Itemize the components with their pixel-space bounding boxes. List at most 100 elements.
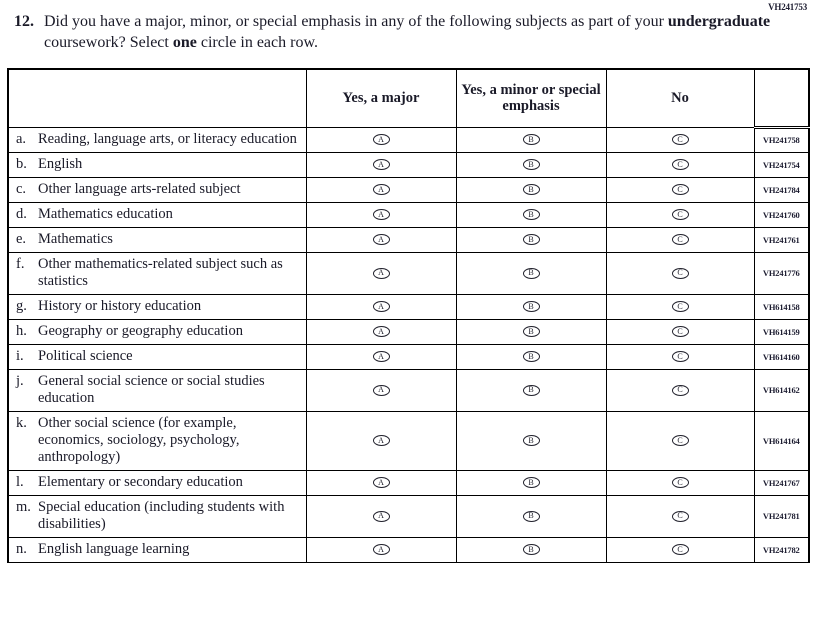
answer-bubble-c[interactable]: C [671,326,689,338]
item-label: Mathematics education [38,205,173,222]
answer-bubble-c[interactable]: C [671,384,689,396]
item-letter: m. [16,498,31,515]
answer-bubble-b[interactable]: B [522,209,540,221]
answer-bubble-b[interactable]: B [522,134,540,146]
response-cell-yes-major[interactable]: A [305,251,457,295]
answer-bubble-b[interactable]: B [522,351,540,363]
response-cell-yes-major[interactable]: A [305,494,457,538]
answer-bubble-a[interactable]: A [372,326,390,338]
answer-bubble-a[interactable]: A [372,134,390,146]
answer-bubble-a[interactable]: A [372,301,390,313]
answer-bubble-b[interactable]: B [522,435,540,447]
answer-bubble-c[interactable]: C [671,301,689,313]
answer-bubble-a[interactable]: A [372,159,390,171]
answer-bubble-c[interactable]: C [671,184,689,196]
answer-bubble-b[interactable]: B [522,477,540,489]
response-cell-yes-minor[interactable]: B [455,251,607,295]
response-cell-yes-major[interactable]: A [305,226,457,253]
item-row-content: l. Elementary or secondary education [16,474,300,491]
answer-bubble-letter: A [378,209,384,219]
response-cell-yes-major[interactable]: A [305,293,457,320]
answer-bubble-c[interactable]: C [671,351,689,363]
answer-bubble-b[interactable]: B [522,234,540,246]
answer-bubble-c[interactable]: C [671,544,689,556]
response-cell-no[interactable]: C [605,494,755,538]
response-cell-no[interactable]: C [605,251,755,295]
answer-bubble-c[interactable]: C [671,209,689,221]
response-cell-no[interactable]: C [605,176,755,203]
response-cell-no[interactable]: C [605,226,755,253]
answer-bubble-c[interactable]: C [671,134,689,146]
answer-bubble-c[interactable]: C [671,234,689,246]
answer-bubble-b[interactable]: B [522,267,540,279]
response-cell-no[interactable]: C [605,201,755,228]
row-code: VH241776 [753,251,810,295]
answer-bubble-b[interactable]: B [522,384,540,396]
response-cell-no[interactable]: C [605,410,755,471]
response-cell-yes-major[interactable]: A [305,126,457,153]
response-cell-no[interactable]: C [605,126,755,153]
response-cell-yes-minor[interactable]: B [455,318,607,345]
answer-bubble-a[interactable]: A [372,184,390,196]
header-row: Yes, a major Yes, a minor or special emp… [7,68,810,129]
answer-bubble-b[interactable]: B [522,544,540,556]
response-cell-yes-minor[interactable]: B [455,151,607,178]
response-cell-no[interactable]: C [605,536,755,563]
response-cell-yes-minor[interactable]: B [455,494,607,538]
answer-bubble-a[interactable]: A [372,209,390,221]
response-cell-yes-major[interactable]: A [305,368,457,412]
response-cell-yes-minor[interactable]: B [455,343,607,370]
response-cell-yes-major[interactable]: A [305,343,457,370]
answer-bubble-a[interactable]: A [372,234,390,246]
response-cell-yes-major[interactable]: A [305,469,457,496]
response-cell-yes-minor[interactable]: B [455,293,607,320]
response-cell-yes-major[interactable]: A [305,410,457,471]
row-code: VH241767 [753,469,810,496]
response-cell-yes-major[interactable]: A [305,536,457,563]
answer-bubble-a[interactable]: A [372,267,390,279]
answer-bubble-c[interactable]: C [671,477,689,489]
response-cell-yes-major[interactable]: A [305,318,457,345]
grid-body: a. Reading, language arts, or literacy ed… [7,126,810,563]
answer-bubble-a[interactable]: A [372,384,390,396]
answer-bubble-a[interactable]: A [372,510,390,522]
answer-bubble-b[interactable]: B [522,159,540,171]
response-cell-yes-minor[interactable]: B [455,201,607,228]
response-cell-yes-minor[interactable]: B [455,410,607,471]
answer-bubble-c[interactable]: C [671,267,689,279]
answer-bubble-b[interactable]: B [522,301,540,313]
response-cell-no[interactable]: C [605,151,755,178]
item-label: Other social science (for example, econo… [38,414,240,465]
answer-bubble-c[interactable]: C [671,510,689,522]
response-cell-no[interactable]: C [605,343,755,370]
response-cell-no[interactable]: C [605,368,755,412]
answer-bubble-letter: A [378,385,384,395]
answer-bubble-letter: B [528,268,534,278]
response-cell-yes-minor[interactable]: B [455,126,607,153]
row-item-a: a. Reading, language arts, or literacy ed… [7,126,307,153]
answer-bubble-b[interactable]: B [522,184,540,196]
response-cell-no[interactable]: C [605,318,755,345]
response-cell-yes-major[interactable]: A [305,151,457,178]
row-item-k: k. Other social science (for example, eco… [7,410,307,471]
response-cell-yes-minor[interactable]: B [455,226,607,253]
answer-bubble-letter: C [677,511,683,521]
answer-bubble-c[interactable]: C [671,159,689,171]
answer-bubble-c[interactable]: C [671,435,689,447]
answer-bubble-a[interactable]: A [372,435,390,447]
response-cell-no[interactable]: C [605,469,755,496]
response-cell-yes-minor[interactable]: B [455,469,607,496]
response-cell-yes-minor[interactable]: B [455,368,607,412]
answer-bubble-a[interactable]: A [372,477,390,489]
response-cell-yes-minor[interactable]: B [455,176,607,203]
answer-bubble-a[interactable]: A [372,544,390,556]
answer-bubble-letter: B [528,544,534,554]
answer-bubble-a[interactable]: A [372,351,390,363]
answer-bubble-b[interactable]: B [522,326,540,338]
response-cell-no[interactable]: C [605,293,755,320]
response-cell-yes-minor[interactable]: B [455,536,607,563]
response-cell-yes-major[interactable]: A [305,201,457,228]
item-label: History or history education [38,297,202,314]
response-cell-yes-major[interactable]: A [305,176,457,203]
answer-bubble-b[interactable]: B [522,510,540,522]
